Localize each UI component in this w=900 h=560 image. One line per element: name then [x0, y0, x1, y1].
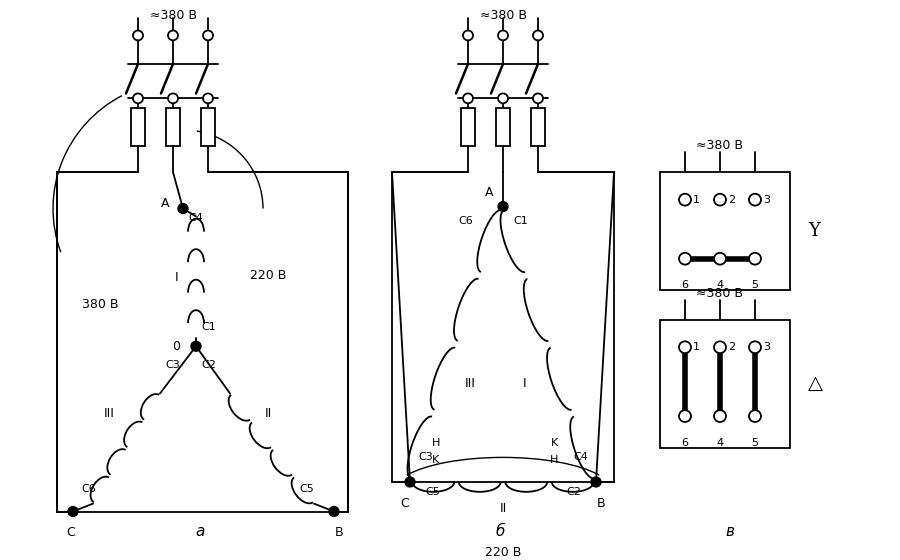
Text: III: III — [465, 377, 476, 390]
Text: 5: 5 — [752, 438, 759, 448]
Bar — [201, 108, 215, 146]
Text: III: III — [104, 407, 115, 419]
Circle shape — [498, 202, 508, 212]
Text: 220 В: 220 В — [250, 269, 286, 282]
Text: C4: C4 — [573, 452, 588, 463]
Bar — [131, 108, 145, 146]
Text: 0: 0 — [172, 340, 180, 353]
Text: 380 В: 380 В — [82, 298, 119, 311]
Text: а: а — [195, 524, 204, 539]
Text: 3: 3 — [763, 342, 770, 352]
Circle shape — [679, 342, 691, 353]
Circle shape — [191, 342, 201, 351]
Text: I: I — [175, 271, 178, 284]
Text: Y: Y — [808, 222, 820, 240]
Circle shape — [463, 30, 473, 40]
Circle shape — [714, 342, 726, 353]
Circle shape — [591, 477, 601, 487]
Text: 1: 1 — [693, 342, 700, 352]
Text: 2: 2 — [728, 342, 735, 352]
Text: C5: C5 — [425, 487, 440, 497]
Text: в: в — [725, 524, 734, 539]
Circle shape — [679, 194, 691, 206]
Circle shape — [203, 30, 213, 40]
Circle shape — [133, 30, 143, 40]
Bar — [660, 172, 790, 290]
Text: C3: C3 — [166, 360, 180, 370]
Text: C3: C3 — [418, 452, 433, 463]
Text: C: C — [67, 526, 76, 539]
Circle shape — [68, 507, 78, 516]
Text: 1: 1 — [693, 195, 700, 205]
Text: C6: C6 — [81, 484, 95, 494]
Circle shape — [168, 30, 178, 40]
Circle shape — [679, 253, 691, 265]
Circle shape — [203, 94, 213, 103]
Text: K: K — [551, 438, 558, 447]
Text: B: B — [597, 497, 606, 510]
Circle shape — [329, 507, 339, 516]
Text: 5: 5 — [752, 281, 759, 290]
Circle shape — [498, 30, 508, 40]
Text: 220 В: 220 В — [485, 546, 521, 559]
Circle shape — [749, 253, 761, 265]
Text: 3: 3 — [763, 195, 770, 205]
Text: 2: 2 — [728, 195, 735, 205]
Text: H: H — [432, 438, 440, 447]
Bar — [461, 108, 475, 146]
Bar — [166, 108, 180, 146]
Text: I: I — [522, 377, 526, 390]
Text: C1: C1 — [201, 323, 216, 333]
Text: ≈380 В: ≈380 В — [697, 287, 743, 300]
Text: 4: 4 — [716, 281, 724, 290]
Text: A: A — [160, 197, 169, 210]
Text: B: B — [335, 526, 343, 539]
Circle shape — [679, 410, 691, 422]
Text: K: K — [432, 455, 439, 465]
Text: 4: 4 — [716, 438, 724, 448]
Circle shape — [749, 194, 761, 206]
Text: ≈380 В: ≈380 В — [149, 8, 196, 22]
Text: H: H — [550, 455, 558, 465]
Circle shape — [714, 194, 726, 206]
Circle shape — [714, 410, 726, 422]
Circle shape — [463, 94, 473, 103]
Text: C1: C1 — [513, 216, 527, 226]
Text: C5: C5 — [299, 484, 314, 494]
Circle shape — [533, 94, 543, 103]
Text: C4: C4 — [188, 213, 202, 223]
Text: б: б — [495, 524, 505, 539]
Circle shape — [178, 204, 188, 213]
Circle shape — [168, 94, 178, 103]
Text: A: A — [484, 186, 493, 199]
Circle shape — [498, 94, 508, 103]
Circle shape — [405, 477, 415, 487]
Text: 6: 6 — [681, 281, 688, 290]
Circle shape — [749, 342, 761, 353]
Text: II: II — [500, 502, 507, 515]
Text: 6: 6 — [681, 438, 688, 448]
Circle shape — [749, 410, 761, 422]
Text: C2: C2 — [566, 487, 581, 497]
Bar — [660, 320, 790, 447]
Text: C2: C2 — [201, 360, 216, 370]
Text: II: II — [265, 407, 272, 419]
Text: ≈380 В: ≈380 В — [697, 139, 743, 152]
Text: △: △ — [808, 374, 823, 393]
Bar — [531, 108, 545, 146]
Text: C6: C6 — [458, 216, 473, 226]
Circle shape — [133, 94, 143, 103]
Text: C: C — [400, 497, 410, 510]
Bar — [496, 108, 510, 146]
Circle shape — [533, 30, 543, 40]
Text: ≈380 В: ≈380 В — [480, 8, 526, 22]
Circle shape — [714, 253, 726, 265]
